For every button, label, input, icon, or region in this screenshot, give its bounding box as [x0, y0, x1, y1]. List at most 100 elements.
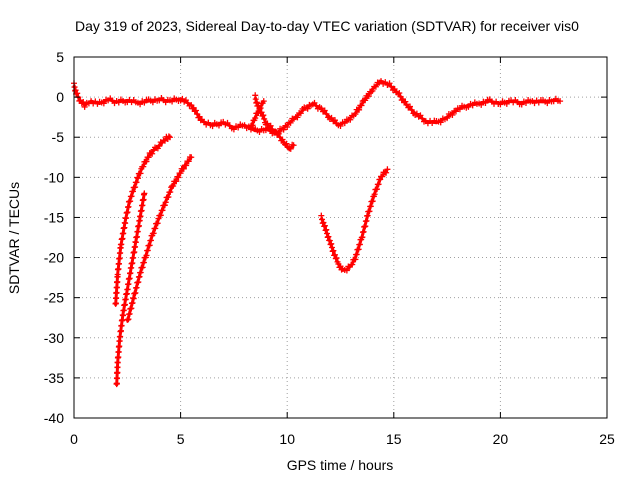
- data-point: [544, 100, 551, 107]
- data-point: [165, 194, 172, 201]
- tick-labels: 0 5 10 15 20 25 5 0 -5 -10 -15 -20 -25 -30 -35 -40: [44, 49, 615, 447]
- data-point: [290, 142, 297, 149]
- data-point: [557, 98, 564, 105]
- y-tick-label: 0: [56, 89, 64, 105]
- data-point: [177, 170, 184, 177]
- y-tick-label: -5: [52, 129, 65, 145]
- data-point: [134, 174, 141, 181]
- data-point: [249, 122, 256, 129]
- data-point: [321, 107, 328, 114]
- data-point: [328, 244, 335, 251]
- data-point: [100, 100, 107, 107]
- data-point: [319, 216, 326, 223]
- series-6: [318, 166, 391, 274]
- series-3: [112, 133, 173, 307]
- data-point: [294, 114, 301, 121]
- data-point: [260, 112, 267, 119]
- data-point: [326, 237, 333, 244]
- x-axis-label: GPS time / hours: [287, 457, 394, 473]
- data-point: [379, 173, 386, 180]
- data-point: [328, 240, 335, 247]
- data-point: [283, 140, 290, 147]
- data-point: [256, 128, 263, 135]
- data-point: [133, 179, 140, 186]
- data-point: [197, 117, 204, 124]
- data-point: [159, 207, 166, 214]
- y-tick-label: -40: [44, 410, 64, 426]
- data-point: [371, 191, 378, 198]
- data-point: [331, 117, 338, 124]
- data-point: [407, 103, 414, 110]
- series-4: [113, 190, 148, 388]
- data-point: [192, 107, 199, 114]
- y-tick-label: -25: [44, 290, 64, 306]
- data-point: [129, 188, 136, 195]
- data-point: [347, 116, 354, 123]
- data-point: [287, 119, 294, 126]
- y-tick-label: -15: [44, 209, 64, 225]
- x-tick-label: 15: [386, 431, 402, 447]
- data-point: [145, 154, 152, 161]
- data-point: [324, 234, 331, 241]
- data-point: [318, 212, 325, 219]
- data-point: [482, 99, 489, 106]
- data-point: [174, 173, 181, 180]
- data-point: [162, 199, 169, 206]
- data-point: [374, 186, 381, 193]
- data-point: [343, 267, 350, 274]
- data-point: [329, 248, 336, 255]
- data-point: [137, 101, 144, 108]
- data-point: [230, 126, 237, 133]
- data-point: [375, 181, 382, 188]
- data-point: [155, 215, 162, 222]
- grid-lines: [74, 57, 607, 418]
- data-point: [275, 130, 282, 137]
- x-tick-label: 20: [493, 431, 509, 447]
- data-point: [284, 123, 291, 130]
- data-point: [132, 184, 139, 191]
- data-point: [134, 175, 141, 182]
- data-point: [368, 88, 375, 95]
- data-point: [166, 134, 173, 141]
- data-point: [161, 202, 168, 209]
- data-point: [358, 102, 365, 109]
- data-point: [149, 150, 156, 157]
- data-point: [180, 165, 187, 172]
- series-2: [247, 98, 267, 129]
- data-point: [337, 122, 344, 129]
- plot-frame: [73, 56, 608, 419]
- data-point: [209, 123, 216, 130]
- data-point: [260, 98, 267, 105]
- data-point: [356, 106, 363, 113]
- data-point: [252, 115, 259, 122]
- data-point: [413, 110, 420, 117]
- axis-ticks: [73, 56, 608, 419]
- data-point: [456, 106, 463, 113]
- data-point: [331, 251, 338, 258]
- data-point: [323, 110, 330, 117]
- data-point: [170, 182, 177, 189]
- data-point: [391, 85, 398, 92]
- data-point: [318, 105, 325, 112]
- x-tick-label: 10: [279, 431, 295, 447]
- data-point: [518, 101, 525, 108]
- data-point: [325, 233, 332, 240]
- data-point: [333, 255, 340, 262]
- data-point: [183, 162, 190, 169]
- x-tick-label: 5: [177, 431, 185, 447]
- data-point: [417, 112, 424, 119]
- data-point: [330, 247, 337, 254]
- data-point: [323, 226, 330, 233]
- data-point: [150, 230, 157, 237]
- data-point: [137, 170, 144, 177]
- data-point: [185, 158, 192, 165]
- data-point: [408, 106, 415, 113]
- data-point: [279, 136, 286, 143]
- data-point: [372, 83, 379, 90]
- data-point: [175, 174, 182, 181]
- y-tick-label: 5: [56, 49, 64, 65]
- data-point: [304, 105, 311, 112]
- data-point: [80, 98, 87, 105]
- data-point: [267, 122, 274, 129]
- data-point: [215, 122, 222, 129]
